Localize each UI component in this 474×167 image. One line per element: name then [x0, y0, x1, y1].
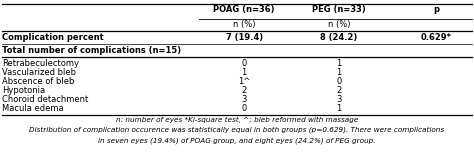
Text: p: p: [433, 5, 439, 14]
Text: n: number of eyes *Ki-square test, ^; bleb reformed with massage: n: number of eyes *Ki-square test, ^; bl…: [116, 116, 358, 123]
Text: 0: 0: [241, 59, 247, 68]
Text: Distribution of complication occurence was statistically equal in both groups (p: Distribution of complication occurence w…: [29, 127, 445, 133]
Text: in seven eyes (19.4%) of POAG group, and eight eyes (24.2%) of PEG group.: in seven eyes (19.4%) of POAG group, and…: [98, 137, 376, 143]
Text: 2: 2: [336, 86, 342, 95]
Text: 0: 0: [241, 104, 247, 113]
Text: 3: 3: [241, 95, 247, 104]
Text: 7 (19.4): 7 (19.4): [226, 33, 263, 42]
Text: Total number of complications (n=15): Total number of complications (n=15): [2, 46, 182, 55]
Text: Vascularized bleb: Vascularized bleb: [2, 68, 76, 77]
Text: n (%): n (%): [328, 20, 350, 29]
Text: Choroid detachment: Choroid detachment: [2, 95, 89, 104]
Text: Macula edema: Macula edema: [2, 104, 64, 113]
Text: 1: 1: [336, 104, 342, 113]
Text: 1: 1: [241, 68, 247, 77]
Text: POAG (n=36): POAG (n=36): [213, 5, 275, 14]
Text: Abscence of bleb: Abscence of bleb: [2, 77, 75, 86]
Text: 0: 0: [336, 77, 342, 86]
Text: 8 (24.2): 8 (24.2): [320, 33, 357, 42]
Text: n (%): n (%): [233, 20, 255, 29]
Text: Complication percent: Complication percent: [2, 33, 104, 42]
Text: 1: 1: [336, 68, 342, 77]
Text: 1^: 1^: [238, 77, 250, 86]
Text: 1: 1: [336, 59, 342, 68]
Text: Retrabeculectomy: Retrabeculectomy: [2, 59, 79, 68]
Text: 2: 2: [241, 86, 247, 95]
Text: 3: 3: [336, 95, 342, 104]
Text: Hypotonia: Hypotonia: [2, 86, 46, 95]
Text: PEG (n=33): PEG (n=33): [312, 5, 366, 14]
Text: 0.629*: 0.629*: [420, 33, 452, 42]
